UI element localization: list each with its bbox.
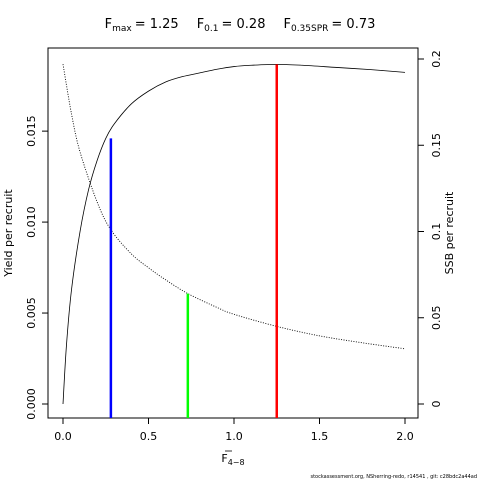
y-left-tick-label: 0.010 bbox=[25, 206, 38, 238]
footer-text: stockassessment.org, NSherring-redo, r14… bbox=[310, 474, 477, 480]
title-f01-symbol: F bbox=[197, 17, 204, 32]
x-axis-title-symbol: F bbox=[221, 452, 227, 465]
title-fspr-sub: 0.35SPR bbox=[291, 24, 328, 34]
y-left-tick-label: 0.005 bbox=[25, 297, 38, 329]
y-axis-left: 0.000 0.005 0.010 0.015 bbox=[25, 115, 48, 420]
title-fmax-symbol: F bbox=[105, 17, 112, 32]
y-left-tick-label: 0.015 bbox=[25, 115, 38, 147]
ssb-per-recruit-line bbox=[62, 64, 406, 350]
y-axis-right-title: SSB per recruit bbox=[443, 191, 456, 274]
x-tick-label: 0.5 bbox=[140, 430, 158, 443]
y-right-tick-label: 0 bbox=[430, 401, 443, 408]
title-fspr-value: = 0.73 bbox=[331, 17, 375, 32]
series-layer bbox=[62, 63, 406, 405]
chart-title: Fmax = 1.25 F0.1 = 0.28 F0.35SPR = 0.73 bbox=[105, 17, 376, 34]
x-tick-label: 1.0 bbox=[225, 430, 243, 443]
x-axis: 0.0 0.5 1.0 1.5 2.0 bbox=[54, 418, 414, 443]
y-right-tick-label: 0.15 bbox=[430, 133, 443, 158]
yield-per-recruit-line bbox=[62, 63, 406, 405]
title-f01-value: = 0.28 bbox=[222, 17, 266, 32]
y-right-tick-label: 0.1 bbox=[430, 223, 443, 241]
title-fmax-value: = 1.25 bbox=[135, 17, 179, 32]
title-fspr-symbol: F bbox=[283, 17, 290, 32]
title-fmax-sub: max bbox=[112, 24, 132, 34]
title-f01-sub: 0.1 bbox=[204, 24, 218, 34]
x-axis-title: F4−8 bbox=[221, 452, 244, 467]
y-left-tick-label: 0.000 bbox=[25, 388, 38, 420]
plot-frame bbox=[47, 47, 419, 419]
y-right-tick-label: 0.2 bbox=[430, 50, 443, 68]
y-right-tick-label: 0.05 bbox=[430, 306, 443, 331]
y-axis-right: 0 0.05 0.1 0.15 0.2 bbox=[418, 50, 443, 408]
y-axis-left-title: Yield per recruit bbox=[2, 189, 15, 278]
x-tick-label: 0.0 bbox=[54, 430, 72, 443]
x-tick-label: 1.5 bbox=[311, 430, 329, 443]
x-axis-title-sub: 4−8 bbox=[228, 458, 245, 467]
reference-layer bbox=[109, 64, 278, 418]
x-tick-label: 2.0 bbox=[396, 430, 414, 443]
